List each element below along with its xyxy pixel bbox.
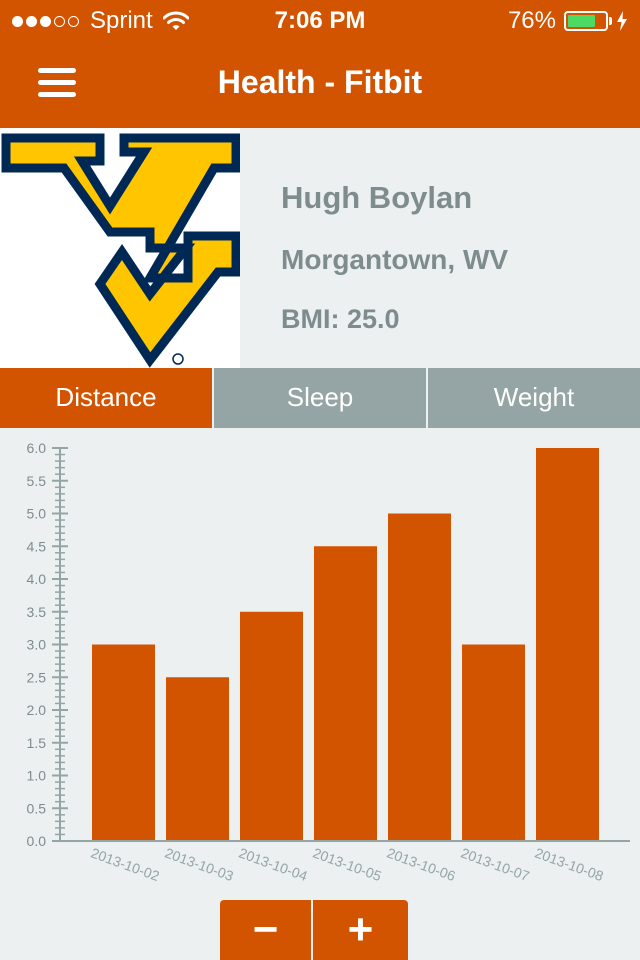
x-axis: 2013-10-02 2013-10-03 2013-10-04 2013-10-05… bbox=[60, 840, 630, 885]
zoom-controls: − + bbox=[220, 900, 408, 960]
x-tick-label: 2013-10-08 bbox=[533, 845, 606, 885]
wifi-icon bbox=[162, 11, 189, 30]
chart-bar bbox=[388, 513, 451, 841]
chart-bar bbox=[536, 448, 599, 841]
y-tick-label: 3.5 bbox=[27, 604, 47, 620]
battery-percent: 76% bbox=[507, 7, 556, 34]
profile-bmi: BMI: 25.0 bbox=[281, 304, 400, 334]
y-tick-label: 2.0 bbox=[27, 702, 47, 718]
status-time: 7:06 PM bbox=[274, 7, 366, 34]
y-tick-label: 4.5 bbox=[27, 538, 47, 554]
plus-icon: + bbox=[347, 905, 374, 954]
tab-sleep[interactable]: Sleep bbox=[212, 368, 426, 428]
chart-bar bbox=[92, 644, 155, 841]
chart-bar bbox=[314, 546, 377, 841]
profile-name: Hugh Boylan bbox=[281, 180, 473, 215]
battery-icon bbox=[564, 11, 608, 31]
x-tick-label: 2013-10-05 bbox=[311, 845, 384, 885]
distance-bar-chart: 0.00.51.01.52.02.53.03.54.04.55.05.56.0 … bbox=[27, 440, 630, 885]
y-axis: 0.0 0.5 1.0 1.5 2.0 2.5 3.0 3.5 4.0 4.5 5.0 5.5 6.0 bbox=[27, 440, 68, 849]
y-tick-label: 0.0 bbox=[27, 833, 47, 849]
x-tick-label: 2013-10-04 bbox=[237, 845, 310, 885]
y-tick-label: 0.5 bbox=[27, 800, 47, 816]
carrier-name: Sprint bbox=[90, 7, 153, 34]
battery-tip bbox=[609, 17, 612, 25]
y-tick-label: 2.5 bbox=[27, 669, 47, 685]
y-tick-label: 5.5 bbox=[27, 473, 47, 489]
tab-weight[interactable]: Weight bbox=[426, 368, 640, 428]
profile-section: Hugh Boylan Morgantown, WV BMI: 25.0 bbox=[0, 128, 640, 368]
x-tick-label: 2013-10-03 bbox=[163, 845, 236, 885]
status-bar: Sprint 7:06 PM 76% bbox=[0, 0, 640, 40]
zoom-out-button[interactable]: − bbox=[220, 900, 313, 960]
navigation-bar: Health - Fitbit bbox=[0, 40, 640, 128]
y-tick-label: 5.0 bbox=[27, 506, 47, 522]
chart-bar bbox=[166, 677, 229, 841]
x-tick-label: 2013-10-07 bbox=[459, 845, 532, 885]
charging-bolt-icon bbox=[617, 11, 627, 31]
profile-location: Morgantown, WV bbox=[281, 244, 509, 275]
minus-icon: − bbox=[252, 905, 279, 954]
tab-distance[interactable]: Distance bbox=[0, 368, 212, 428]
chart-bar bbox=[462, 644, 525, 841]
x-tick-label: 2013-10-06 bbox=[385, 845, 458, 885]
wvu-logo bbox=[0, 128, 240, 368]
metric-tabs: Distance Sleep Weight bbox=[0, 368, 640, 428]
battery-fill bbox=[568, 15, 596, 27]
signal-dots-icon bbox=[12, 15, 82, 27]
x-tick-label: 2013-10-02 bbox=[89, 845, 162, 885]
y-tick-label: 4.0 bbox=[27, 571, 47, 587]
status-left: Sprint bbox=[12, 7, 189, 35]
chart-bar bbox=[240, 611, 303, 841]
chart-bars bbox=[92, 448, 599, 841]
y-tick-label: 6.0 bbox=[27, 440, 47, 456]
y-tick-label: 3.0 bbox=[27, 637, 47, 653]
status-right: 76% bbox=[508, 7, 628, 35]
hamburger-menu-icon[interactable] bbox=[38, 66, 78, 100]
zoom-in-button[interactable]: + bbox=[313, 900, 408, 960]
y-tick-label: 1.0 bbox=[27, 768, 47, 784]
page-title: Health - Fitbit bbox=[217, 64, 423, 100]
y-tick-label: 1.5 bbox=[27, 735, 47, 751]
